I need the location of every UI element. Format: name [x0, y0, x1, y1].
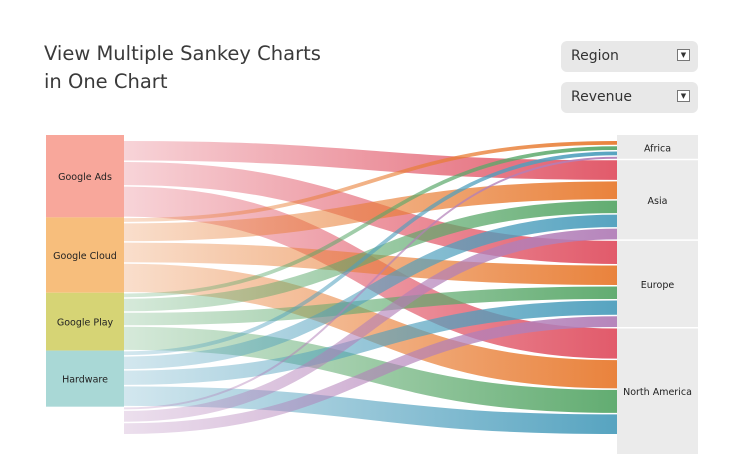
flow-link[interactable] [123, 146, 618, 298]
flow-link[interactable] [123, 214, 618, 370]
flow-link[interactable] [123, 151, 618, 356]
source-label: Hardware [62, 375, 108, 386]
target-label: North America [623, 387, 692, 398]
region-select[interactable]: Region ▼ [561, 41, 698, 72]
chevron-down-icon: ▼ [677, 90, 690, 102]
chart-title-line-2: in One Chart [44, 70, 168, 93]
source-label: Google Play [57, 318, 114, 329]
flow-link[interactable] [123, 156, 618, 410]
source-node[interactable] [46, 292, 124, 351]
target-node[interactable] [617, 135, 698, 160]
flow-link[interactable] [123, 228, 618, 422]
flow-link[interactable] [123, 200, 618, 312]
source-node[interactable] [46, 350, 124, 407]
target-node[interactable] [617, 159, 698, 241]
source-label: Google Ads [58, 172, 112, 183]
source-node[interactable] [46, 217, 124, 293]
target-node[interactable] [617, 327, 698, 454]
flow-link[interactable] [123, 181, 618, 242]
target-node[interactable] [617, 240, 698, 328]
chart-title: View Multiple Sankey Charts in One Chart [44, 40, 321, 96]
metric-select-value: Revenue [571, 89, 632, 105]
region-select-value: Region [571, 48, 619, 64]
source-label: Google Cloud [53, 251, 117, 262]
target-label: Europe [641, 280, 675, 291]
flow-link[interactable] [123, 141, 618, 180]
flow-link[interactable] [123, 242, 618, 285]
chart-title-line-1: View Multiple Sankey Charts [44, 42, 321, 65]
flow-layer [123, 135, 618, 454]
flow-link[interactable] [123, 141, 618, 222]
flow-link[interactable] [123, 286, 618, 326]
target-label: Africa [644, 143, 671, 154]
chevron-down-icon: ▼ [677, 49, 690, 61]
flow-link[interactable] [123, 316, 618, 434]
source-node[interactable] [46, 135, 124, 218]
flow-link[interactable] [123, 300, 618, 385]
target-label: Asia [648, 196, 668, 207]
metric-select[interactable]: Revenue ▼ [561, 82, 698, 113]
flow-link[interactable] [123, 386, 618, 434]
